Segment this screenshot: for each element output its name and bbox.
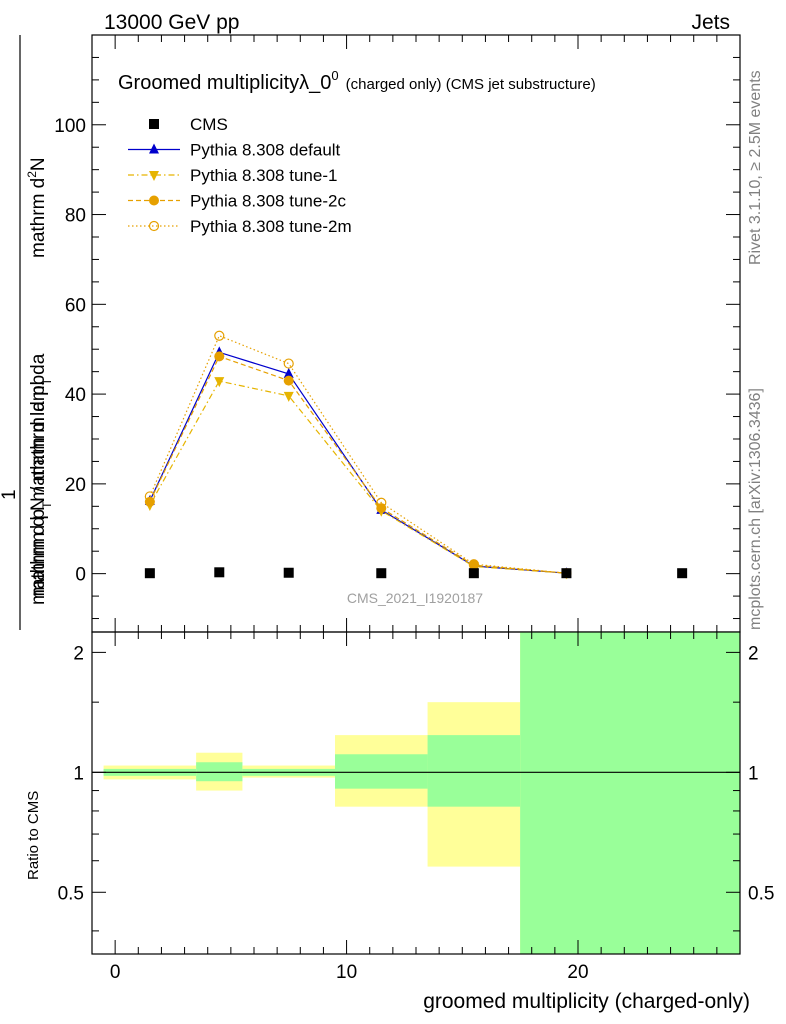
main-panel: 0 20 40 60 80 100 Groomed multiplicityλ_00(ch… <box>54 34 741 633</box>
main-ytick-label: 20 <box>65 475 86 496</box>
data-point-cms <box>283 567 294 578</box>
ratio-bands-layer <box>103 632 740 954</box>
xtick-label: 10 <box>336 962 357 983</box>
main-series-layer <box>144 330 688 580</box>
legend: CMS Pythia 8.308 default Pythia 8.308 tune… <box>128 115 352 236</box>
legend-marker <box>148 220 160 232</box>
series-pythia-8-308-tune-2c <box>144 351 572 579</box>
legend-marker <box>149 143 159 154</box>
main-ylabel-numerator: mathrm d2N <box>25 157 49 258</box>
main-ylabel: mathrm d2N mathrm d pTmathrm d lambda 1 … <box>0 35 54 630</box>
data-point-cms <box>214 567 225 578</box>
legend-marker <box>149 195 159 206</box>
ratio-panel: 0.5 0.51 12 20 10 20 Ratio to CMS groomed mul… <box>25 631 774 1013</box>
mcplots-label: mcplots.cern.ch [arXiv:1306.3436] <box>747 388 764 630</box>
series-cms <box>144 567 688 579</box>
legend-label: Pythia 8.308 tune-2c <box>190 192 346 211</box>
ratio-band-green <box>196 762 243 782</box>
ratio-ytick-label: 0.5 <box>58 883 84 904</box>
series-line-pythia-8-308-default <box>149 351 567 574</box>
xtick-label: 0 <box>110 962 121 983</box>
main-title: Groomed multiplicityλ_00(charged only) (… <box>118 68 596 94</box>
series-pythia-8-308-tune-1 <box>144 377 572 580</box>
data-point-cms <box>144 568 155 579</box>
main-ytick-label: 100 <box>54 116 86 137</box>
data-point-pythia-8-308-tune-2c <box>376 503 387 514</box>
legend-label: CMS <box>190 115 228 134</box>
legend-item-pythia-8-308-tune-1: Pythia 8.308 tune-1 <box>128 166 337 185</box>
ratio-band-green <box>427 735 521 807</box>
main-ylabel-fraction-one: 1 <box>0 489 20 500</box>
ratio-band-green <box>520 632 740 954</box>
data-point-pythia-8-308-tune-1 <box>214 377 225 388</box>
legend-label: Pythia 8.308 default <box>190 141 341 160</box>
data-point-pythia-8-308-tune-2c <box>144 496 155 507</box>
ratio-ytick-label: 1 <box>73 763 84 784</box>
data-point-cms <box>677 568 688 579</box>
series-line-pythia-8-308-tune-2c <box>149 355 567 574</box>
ratio-ytick-label-right: 2 <box>748 643 759 664</box>
data-point-pythia-8-308-tune-2m <box>214 330 225 341</box>
rivet-version-label: Rivet 3.1.10, ≥ 2.5M events <box>747 70 764 265</box>
data-point-cms <box>561 568 572 579</box>
legend-label: Pythia 8.308 tune-1 <box>190 166 337 185</box>
data-point-pythia-8-308-tune-2c <box>283 375 294 386</box>
ratio-ylabel: Ratio to CMS <box>25 791 42 880</box>
analysis-watermark: CMS_2021_I1920187 <box>347 590 483 606</box>
legend-item-cms: CMS <box>149 115 228 134</box>
data-point-pythia-8-308-tune-2c <box>214 351 225 362</box>
main-ytick-label: 60 <box>65 295 86 316</box>
legend-item-pythia-8-308-default: Pythia 8.308 default <box>128 141 341 160</box>
main-ylabel-denominator: mathrm d pTmathrm d lambda <box>28 353 54 605</box>
series-pythia-8-308-default <box>144 346 572 578</box>
legend-marker <box>149 119 159 129</box>
header-energy-label: 13000 GeV pp <box>104 11 239 34</box>
ratio-ytick-label-right: 1 <box>748 763 759 784</box>
data-point-cms <box>376 568 387 579</box>
series-pythia-8-308-tune-2m <box>144 330 572 579</box>
legend-marker <box>149 171 159 181</box>
legend-item-pythia-8-308-tune-2m: Pythia 8.308 tune-2m <box>128 217 352 236</box>
ratio-axis-ticks: 0.5 0.51 12 20 10 20 <box>58 632 774 983</box>
series-line-pythia-8-308-tune-1 <box>149 380 567 574</box>
ratio-ytick-label-right: 0.5 <box>748 883 774 904</box>
data-point-pythia-8-308-tune-2m <box>283 358 294 369</box>
main-ytick-label: 80 <box>65 206 86 227</box>
legend-item-pythia-8-308-tune-2c: Pythia 8.308 tune-2c <box>128 192 346 211</box>
legend-label: Pythia 8.308 tune-2m <box>190 217 352 236</box>
main-ylabel-fraction-den: mathrm d N / mathrm d pT <box>28 377 54 596</box>
header-category-label: Jets <box>691 11 730 34</box>
xtick-label: 20 <box>567 962 588 983</box>
data-point-cms <box>468 568 479 579</box>
main-ytick-label: 40 <box>65 385 86 406</box>
ratio-ytick-label: 2 <box>73 643 84 664</box>
series-line-pythia-8-308-tune-2m <box>149 334 567 574</box>
main-axis-ticks: 0 20 40 60 80 100 <box>54 35 740 632</box>
xaxis-label: groomed multiplicity (charged-only) <box>423 990 750 1013</box>
data-point-pythia-8-308-tune-1 <box>283 391 294 402</box>
data-point-pythia-8-308-tune-2m <box>376 497 387 508</box>
data-point-pythia-8-308-tune-2m <box>144 491 155 502</box>
data-point-pythia-8-308-default <box>283 367 294 378</box>
main-ytick-label: 0 <box>75 565 86 586</box>
ratio-band-green <box>335 754 428 789</box>
